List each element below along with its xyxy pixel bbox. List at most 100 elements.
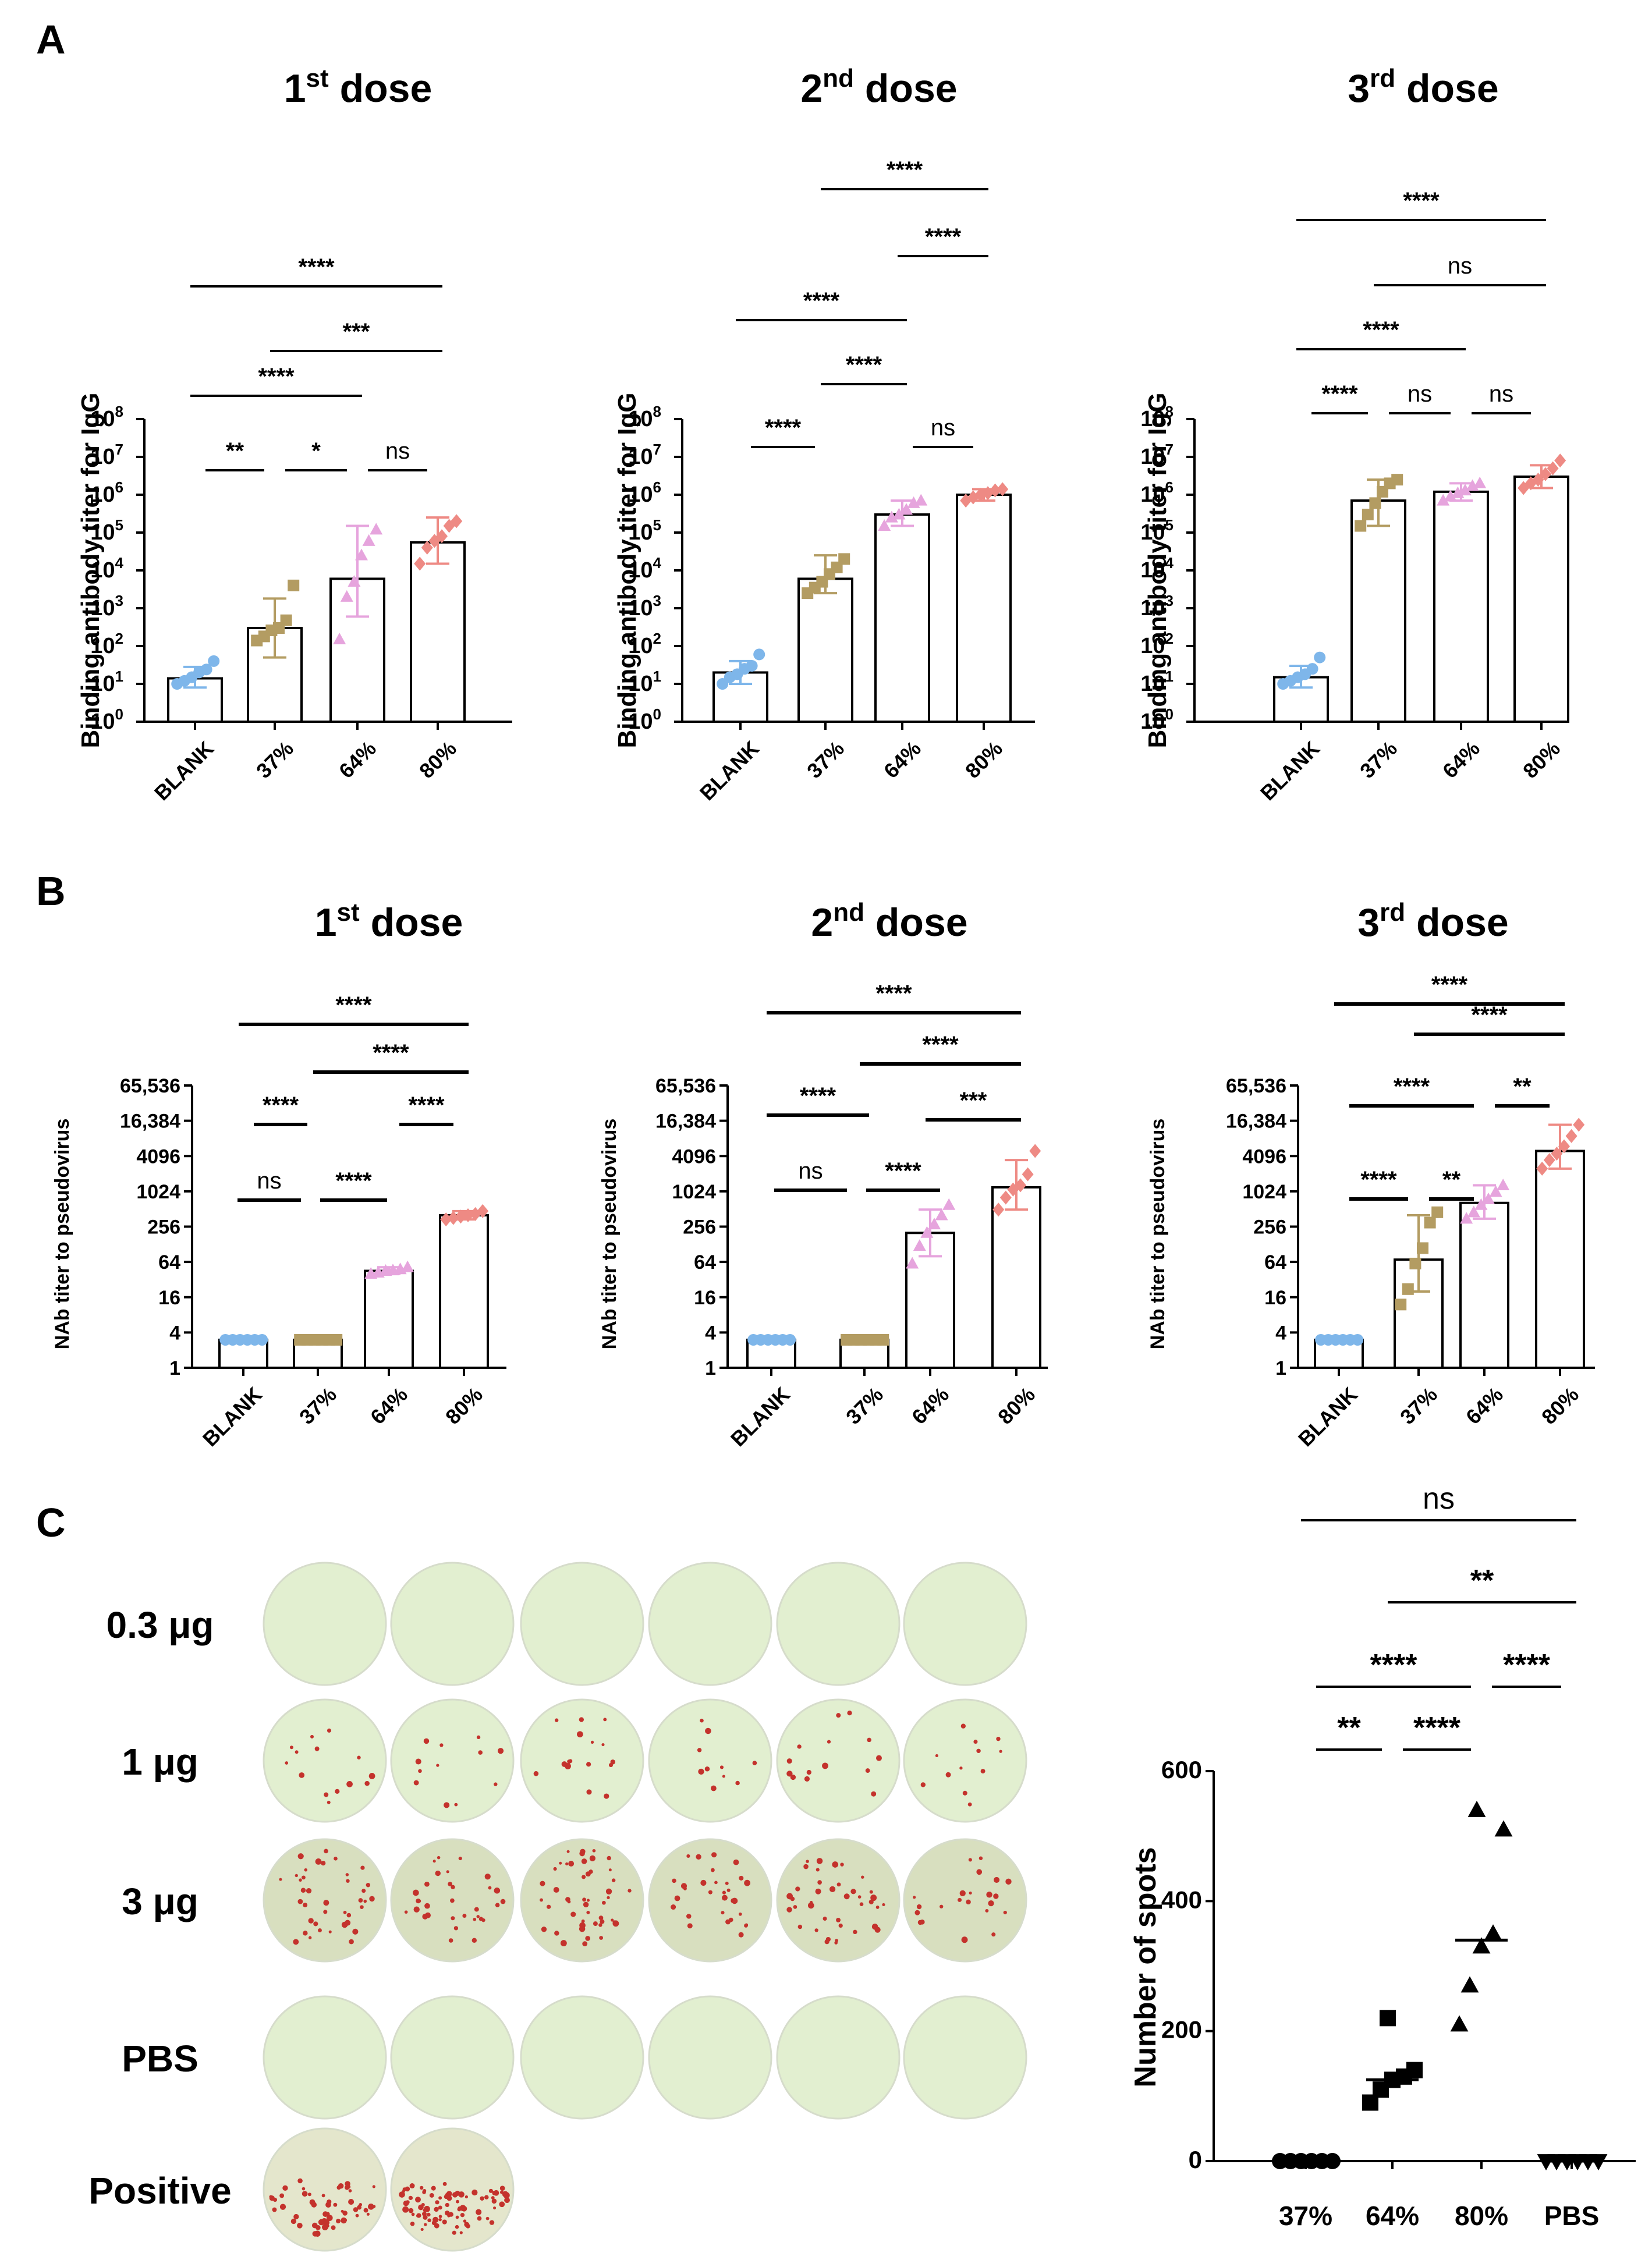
- elispot-spot: [711, 1868, 715, 1872]
- elispot-spot: [491, 2196, 495, 2200]
- elispot-spot: [438, 2205, 442, 2210]
- elispot-spot: [424, 1903, 430, 1909]
- panel-label-a: A: [36, 17, 66, 62]
- elispot-spot: [452, 2230, 456, 2235]
- well-row-label: 0.3 μg: [107, 1604, 214, 1646]
- significance-label: **: [1337, 1711, 1361, 1745]
- tick-base: 10: [628, 445, 653, 469]
- elispot-spot: [282, 2185, 288, 2191]
- title-superscript: rd: [1380, 898, 1405, 927]
- elispot-spot: [601, 1743, 605, 1747]
- elispot-well: [776, 1562, 901, 1686]
- elispot-spot: [476, 1915, 480, 1918]
- x-tick-label: 80%: [1518, 736, 1565, 783]
- elispot-spot: [321, 2218, 328, 2225]
- significance-label: ****: [1471, 1002, 1508, 1028]
- elispot-spot: [348, 2199, 354, 2205]
- elispot-spot: [547, 1904, 551, 1909]
- elispot-spot: [566, 1850, 570, 1853]
- data-point: [401, 1260, 414, 1272]
- elispot-spot: [460, 2213, 465, 2218]
- x-tick-label: 64%: [1461, 1382, 1508, 1429]
- elispot-spot: [554, 1718, 559, 1722]
- x-tick-label: BLANK: [695, 736, 764, 805]
- elispot-well: [648, 1838, 772, 1963]
- well-row-label: 3 μg: [122, 1881, 198, 1922]
- significance-label: ****: [800, 1083, 836, 1109]
- elispot-spot: [451, 1916, 455, 1921]
- elispot-spot: [611, 1878, 616, 1882]
- elispot-spot: [582, 1875, 586, 1879]
- tick-exponent: 1: [115, 668, 123, 685]
- elispot-spot: [478, 1750, 483, 1755]
- tick-base: 10: [90, 709, 115, 734]
- elispot-spot: [817, 1880, 822, 1885]
- chart-c: Number of spots 0 200 400 600 37% 64% 80% PBS ns *…: [1129, 1482, 1636, 2231]
- y-tick-label: 4096: [672, 1145, 716, 1168]
- elispot-spot: [744, 1924, 748, 1928]
- elispot-spot: [628, 1889, 632, 1893]
- elispot-spot: [446, 1870, 449, 1874]
- elispot-well: [390, 1698, 515, 1823]
- elispot-spot: [598, 1923, 602, 1927]
- data-point: [1543, 1153, 1555, 1168]
- elispot-spot: [346, 1913, 352, 1918]
- x-tick-label: 64%: [366, 1382, 412, 1429]
- elispot-spot: [916, 1904, 922, 1910]
- elispot-spot: [499, 2186, 505, 2191]
- data-point: [1391, 474, 1403, 486]
- y-tick-label: 64: [158, 1251, 180, 1273]
- title-rest: dose: [864, 900, 968, 945]
- elispot-spot: [358, 1898, 363, 1903]
- elispot-well: [903, 1562, 1027, 1686]
- elispot-spot: [279, 2204, 286, 2210]
- x-tick-label: 80%: [993, 1382, 1040, 1429]
- x-tick-label: 80%: [1455, 2201, 1508, 2231]
- data-point: [440, 1212, 452, 1227]
- tick-base: 10: [90, 445, 115, 469]
- y-tick-label: 102: [628, 630, 661, 658]
- elispot-spot: [442, 2219, 447, 2225]
- tick-exponent: 2: [1165, 630, 1174, 647]
- elispot-spot: [961, 1936, 968, 1943]
- x-tick-label: 37%: [802, 736, 849, 783]
- data-point: [1395, 1299, 1407, 1311]
- bar: [410, 541, 466, 723]
- elispot-spot: [735, 1780, 740, 1786]
- data-point: [999, 1190, 1012, 1205]
- bar: [797, 577, 853, 723]
- elispot-spot: [1003, 1910, 1007, 1915]
- elispot-spot: [708, 1890, 712, 1895]
- elispot-spot: [806, 1769, 811, 1775]
- elispot-spot: [434, 2223, 439, 2229]
- elispot-spot: [582, 1897, 587, 1902]
- tick-base: 10: [90, 407, 115, 431]
- chart-title: 1st dose: [284, 64, 433, 111]
- elispot-spot: [293, 1939, 299, 1945]
- elispot-spot: [360, 1905, 364, 1910]
- elispot-spot: [553, 1887, 559, 1893]
- x-tick-label: 64%: [907, 1382, 953, 1429]
- elispot-spot: [431, 2186, 436, 2191]
- elispot-spot: [570, 1911, 576, 1917]
- tick-base: 10: [90, 520, 115, 545]
- elispot-spot: [299, 1878, 302, 1882]
- y-tick-label: 0: [1189, 2146, 1202, 2173]
- elispot-spot: [418, 2204, 424, 2211]
- data-point: [1450, 2015, 1469, 2032]
- elispot-spot: [996, 1736, 1001, 1741]
- y-axis-label: NAb titer to pseudovirus: [598, 1119, 621, 1350]
- data-point: [1460, 1976, 1479, 1993]
- tick-exponent: 2: [653, 630, 661, 647]
- y-tick-label: 101: [90, 668, 123, 696]
- y-axis-label: NAb titer to pseudovirus: [1147, 1119, 1169, 1350]
- elispot-spot: [297, 1899, 303, 1904]
- elispot-well: [520, 1698, 644, 1823]
- elispot-spot: [436, 1764, 439, 1767]
- elispot-spot: [493, 2190, 499, 2196]
- y-tick-label: 4096: [136, 1145, 180, 1168]
- elispot-spot: [346, 1879, 350, 1883]
- tick-exponent: 5: [653, 516, 661, 534]
- elispot-spot: [326, 2215, 333, 2222]
